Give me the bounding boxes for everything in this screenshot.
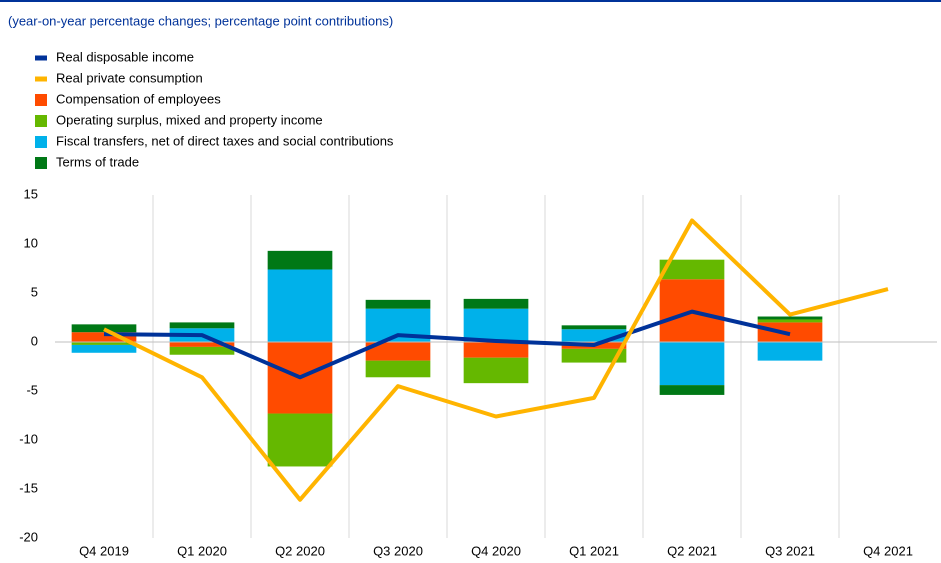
bar-segment: [267, 413, 333, 467]
bar-segment: [71, 324, 137, 333]
bar-segment: [267, 269, 333, 342]
bar-segment: [463, 342, 529, 358]
bar-segment: [71, 332, 137, 342]
x-tick-label: Q4 2020: [471, 543, 521, 558]
line: [103, 218, 889, 502]
y-tick-label: -15: [19, 480, 38, 495]
bar-segment: [71, 344, 137, 353]
x-tick-label: Q3 2021: [765, 543, 815, 558]
legend-swatch: [35, 55, 47, 61]
bar-segment: [365, 299, 431, 309]
bar-segment: [757, 316, 823, 320]
y-tick-label: 0: [31, 333, 38, 348]
bar-segment: [757, 342, 823, 361]
legend-label: Operating surplus, mixed and property in…: [56, 112, 323, 127]
bar-segment: [659, 342, 725, 386]
x-tick-label: Q3 2020: [373, 543, 423, 558]
y-tick-label: 5: [31, 284, 38, 299]
bar-segment: [169, 346, 235, 355]
y-tick-label: -10: [19, 431, 38, 446]
bar-segment: [365, 360, 431, 378]
legend-swatch: [35, 157, 47, 169]
bar-segment: [463, 298, 529, 309]
x-tick-label: Q4 2021: [863, 543, 913, 558]
chart-subtitle: (year-on-year percentage changes; percen…: [8, 13, 393, 28]
legend-swatch: [35, 94, 47, 106]
legend-label: Compensation of employees: [56, 91, 221, 106]
bar-segment: [169, 322, 235, 329]
bar-segment: [365, 342, 431, 361]
bar-segment: [71, 342, 137, 345]
legend-label: Real private consumption: [56, 70, 203, 85]
x-tick-label: Q1 2021: [569, 543, 619, 558]
bar-segment: [267, 250, 333, 270]
x-tick-label: Q4 2019: [79, 543, 129, 558]
bar-segment: [463, 357, 529, 384]
x-tick-label: Q2 2020: [275, 543, 325, 558]
y-tick-label: 10: [24, 235, 38, 250]
bar-segment: [561, 348, 627, 363]
legend-label: Fiscal transfers, net of direct taxes an…: [56, 133, 394, 148]
legend-swatch: [35, 136, 47, 148]
bar-segment: [463, 308, 529, 342]
line: [103, 309, 791, 380]
bar-segment: [561, 325, 627, 330]
x-tick-label: Q2 2021: [667, 543, 717, 558]
y-tick-label: 15: [24, 186, 38, 201]
legend-swatch: [35, 76, 47, 82]
bar-segment: [169, 342, 235, 347]
bar-segment: [757, 319, 823, 323]
legend-label: Terms of trade: [56, 154, 139, 169]
bar-segment: [659, 385, 725, 395]
legend-swatch: [35, 115, 47, 127]
y-tick-label: -5: [26, 382, 38, 397]
bar-segment: [659, 259, 725, 280]
legend-label: Real disposable income: [56, 49, 194, 64]
y-tick-label: -20: [19, 529, 38, 544]
x-tick-label: Q1 2020: [177, 543, 227, 558]
